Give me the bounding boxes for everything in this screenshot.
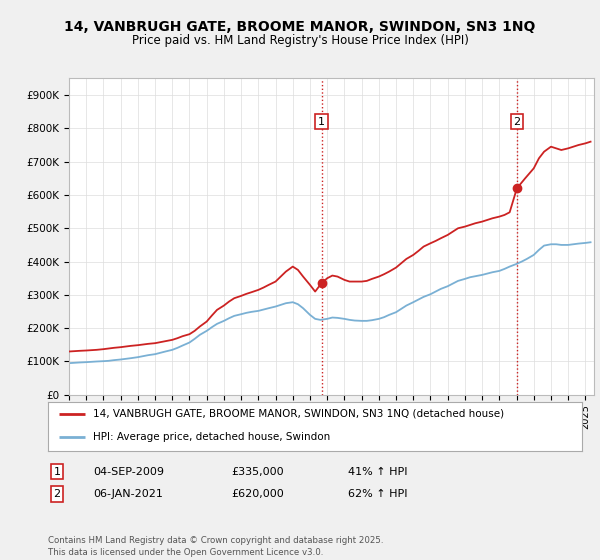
Text: £335,000: £335,000 — [231, 466, 284, 477]
Text: 04-SEP-2009: 04-SEP-2009 — [93, 466, 164, 477]
Text: 14, VANBRUGH GATE, BROOME MANOR, SWINDON, SN3 1NQ: 14, VANBRUGH GATE, BROOME MANOR, SWINDON… — [64, 20, 536, 34]
Text: HPI: Average price, detached house, Swindon: HPI: Average price, detached house, Swin… — [94, 432, 331, 442]
Text: 1: 1 — [53, 466, 61, 477]
Text: 14, VANBRUGH GATE, BROOME MANOR, SWINDON, SN3 1NQ (detached house): 14, VANBRUGH GATE, BROOME MANOR, SWINDON… — [94, 409, 505, 419]
Text: £620,000: £620,000 — [231, 489, 284, 499]
Text: Contains HM Land Registry data © Crown copyright and database right 2025.
This d: Contains HM Land Registry data © Crown c… — [48, 536, 383, 557]
Text: 2: 2 — [53, 489, 61, 499]
Text: 2: 2 — [514, 116, 520, 127]
Text: 06-JAN-2021: 06-JAN-2021 — [93, 489, 163, 499]
Text: 62% ↑ HPI: 62% ↑ HPI — [348, 489, 407, 499]
Text: 1: 1 — [318, 116, 325, 127]
Text: 41% ↑ HPI: 41% ↑ HPI — [348, 466, 407, 477]
Text: Price paid vs. HM Land Registry's House Price Index (HPI): Price paid vs. HM Land Registry's House … — [131, 34, 469, 46]
